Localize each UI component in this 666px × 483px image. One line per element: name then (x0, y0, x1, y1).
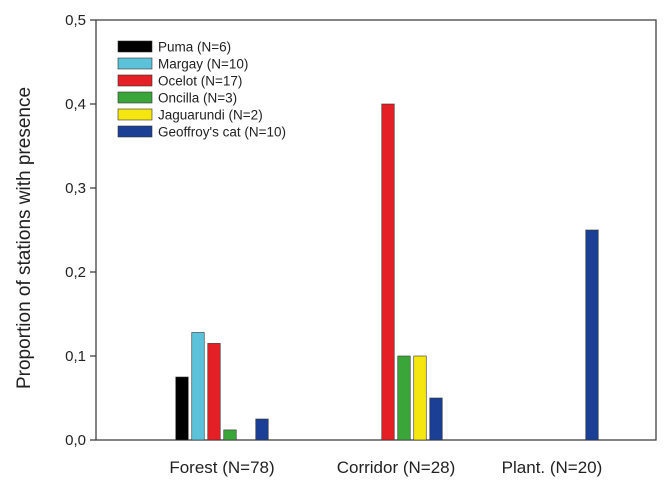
bar (585, 229, 599, 441)
legend-label: Puma (N=6) (158, 40, 231, 55)
bar (429, 397, 443, 441)
legend-swatch (117, 40, 153, 53)
y-tick-label: 0,3 (65, 180, 86, 197)
y-tick-label: 0,1 (65, 348, 86, 365)
legend-swatch (117, 74, 153, 87)
legend-label: Ocelot (N=17) (158, 74, 242, 89)
plot-area-frame (95, 19, 657, 441)
bars-group (175, 103, 599, 441)
x-tick-label: Corridor (N=28) (337, 458, 456, 477)
bar (381, 103, 395, 441)
y-tick-label: 0,4 (65, 96, 86, 113)
bar (223, 429, 237, 441)
legend-swatch (117, 57, 153, 70)
bar (191, 332, 205, 441)
y-tick-label: 0,5 (65, 12, 86, 29)
x-axis: Forest (N=78) Corridor (N=28) Plant. (N=20… (169, 458, 602, 477)
legend-label: Geoffroy's cat (N=10) (158, 125, 286, 140)
legend-swatch (117, 91, 153, 104)
bar (413, 355, 427, 441)
legend-swatch (117, 108, 153, 121)
bar (397, 355, 411, 441)
legend-swatch (117, 125, 153, 138)
x-tick-label: Forest (N=78) (169, 458, 274, 477)
legend-label: Jaguarundi (N=2) (158, 108, 263, 123)
y-axis-label: Proportion of stations with presence (14, 87, 35, 389)
bar (207, 343, 221, 441)
bar (175, 376, 189, 441)
legend-label: Margay (N=10) (158, 57, 248, 72)
y-tick-label: 0,2 (65, 264, 86, 281)
x-tick-label: Plant. (N=20) (502, 458, 603, 477)
legend: Puma (N=6) Margay (N=10) Ocelot (N=17) Onci… (117, 40, 286, 140)
legend-label: Oncilla (N=3) (158, 91, 237, 106)
y-tick-label: 0,0 (65, 432, 86, 449)
y-axis: 0,0 0,1 0,2 0,3 0,4 0,5 (65, 12, 96, 449)
bar (255, 418, 269, 441)
